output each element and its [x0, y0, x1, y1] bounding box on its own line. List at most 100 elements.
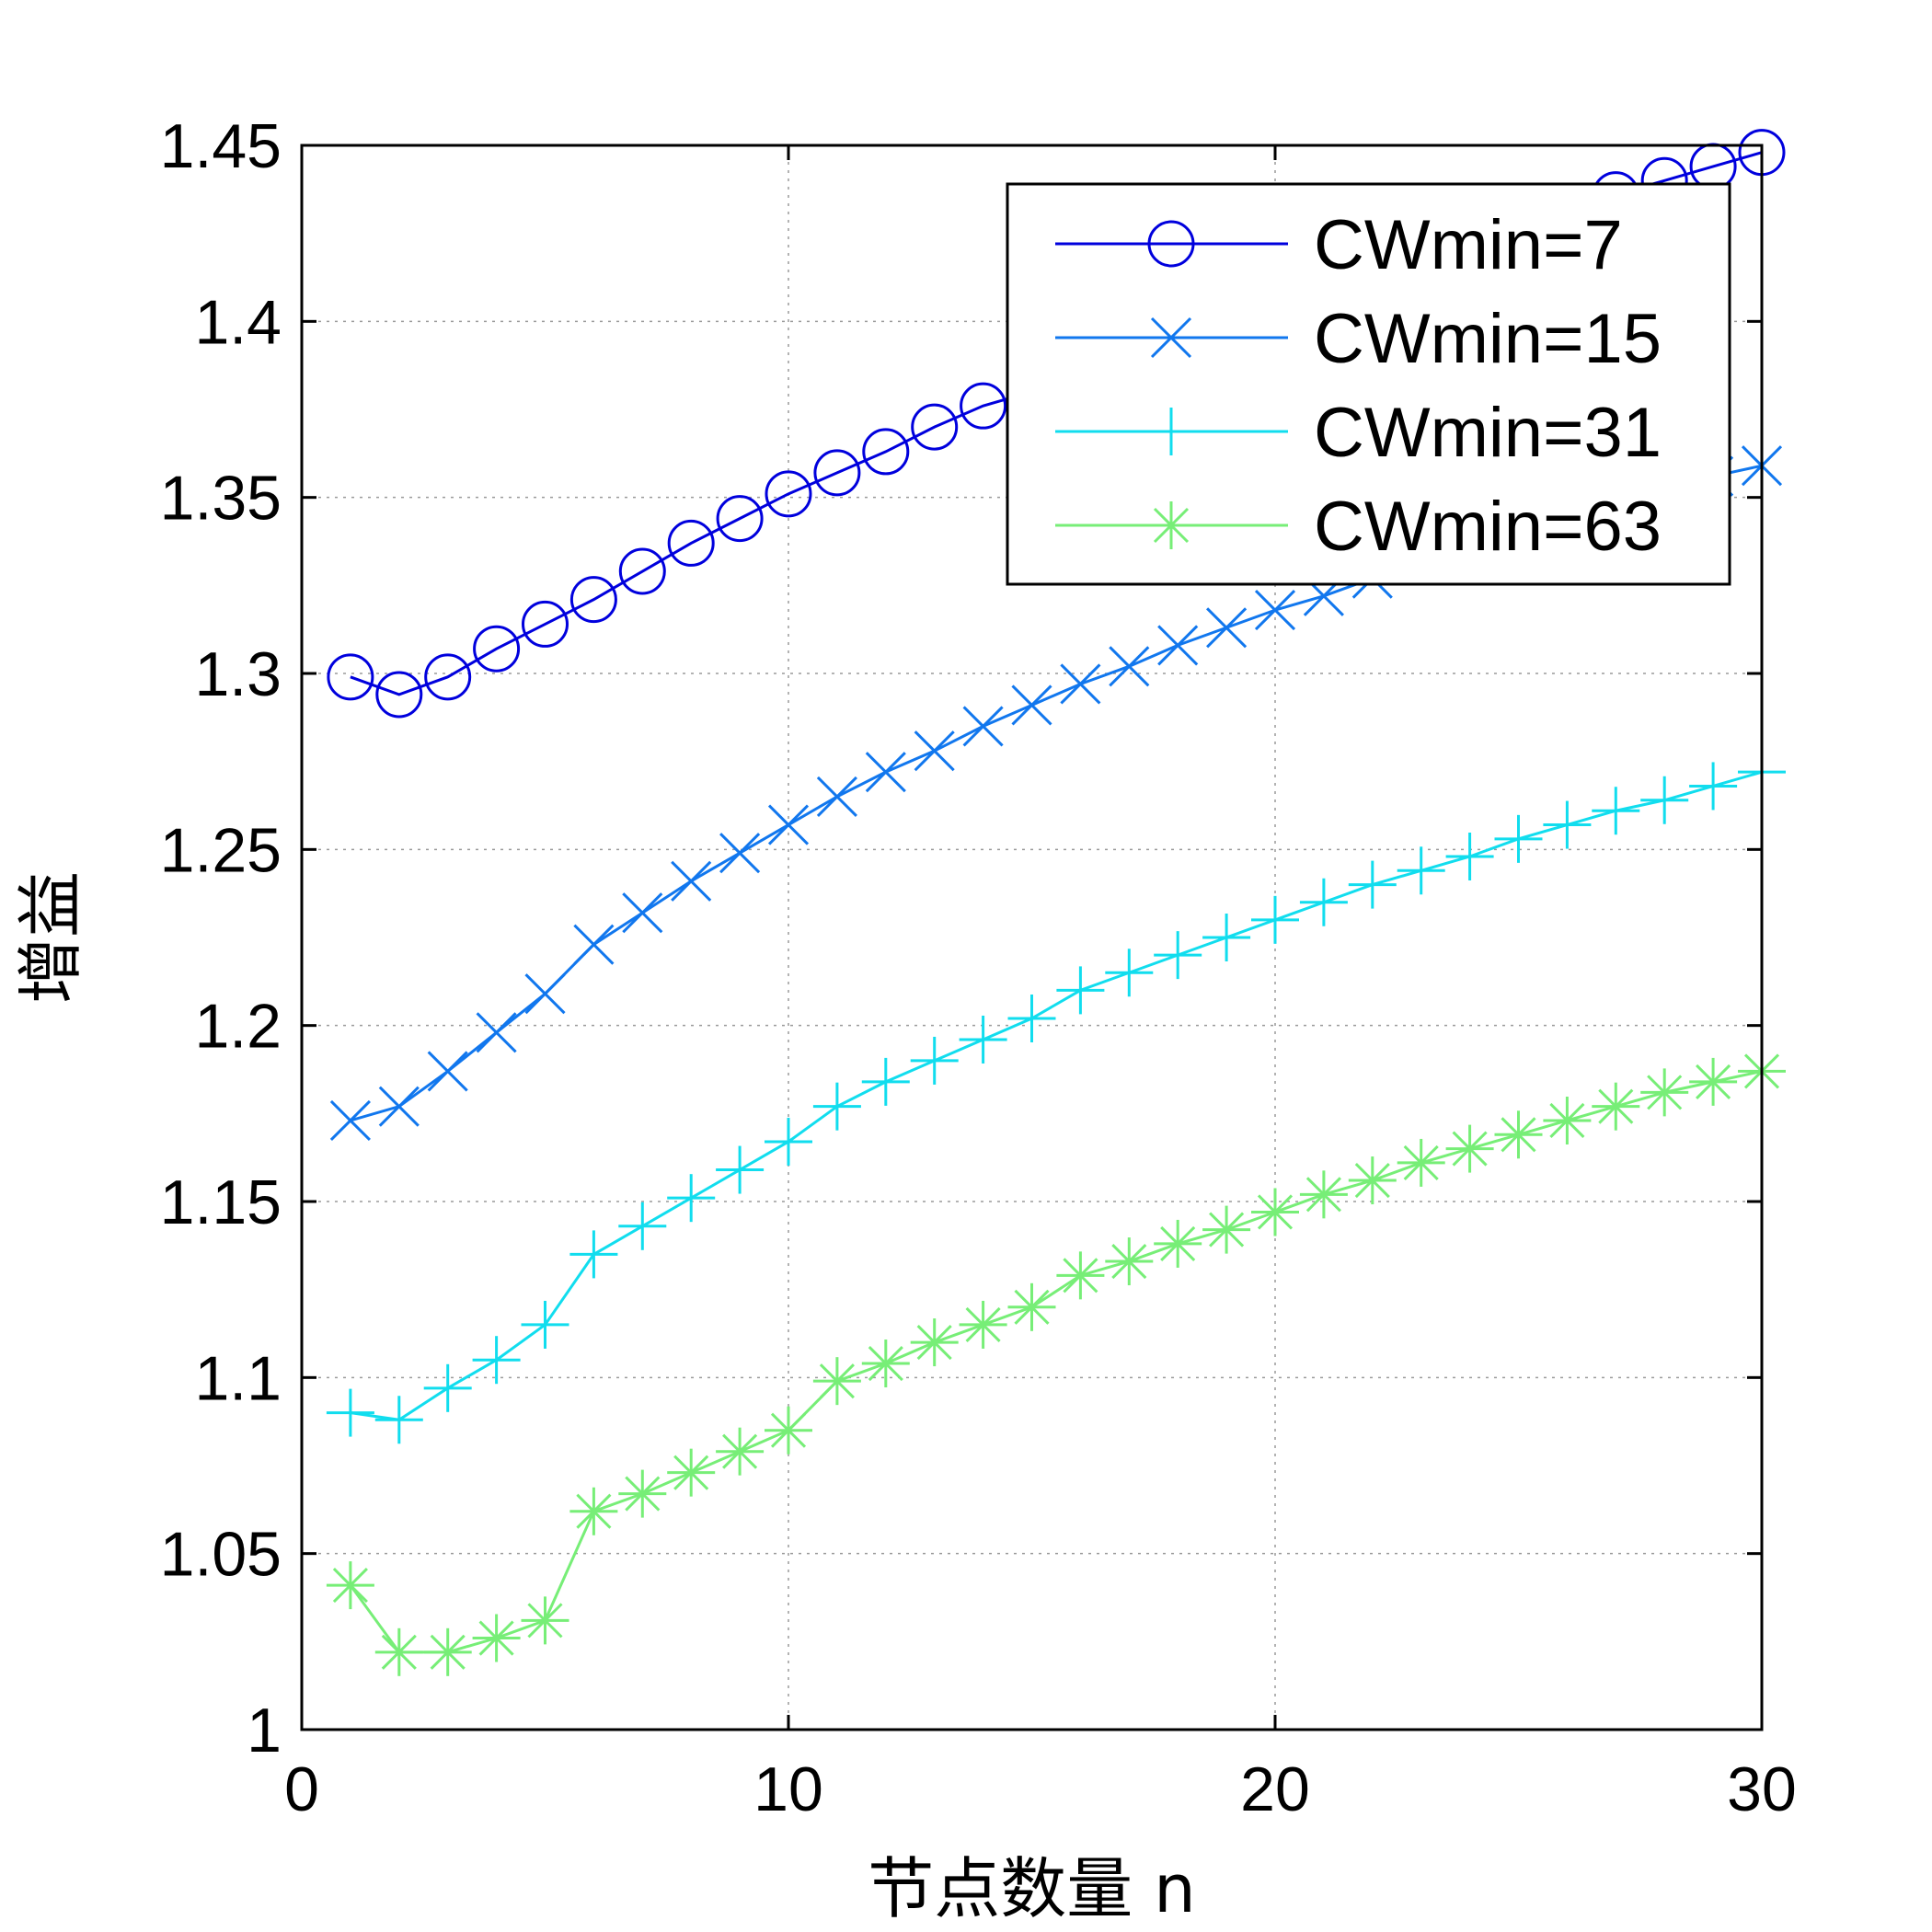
axis-ticks: 0 10 20 30 1 1.05 1.1 1.15 1.2 1.25 1.3 1.35 1.4 1.45	[160, 111, 1797, 1824]
data-point	[667, 519, 715, 567]
plot-area-frame	[300, 144, 1764, 1731]
x-axis-label: 节点数量 n	[868, 1850, 1196, 1927]
data-point	[521, 1300, 569, 1349]
data-point	[962, 706, 1004, 747]
legend-item: CWmin=7	[1055, 206, 1623, 284]
data-point	[861, 1057, 910, 1106]
data-point	[812, 1357, 861, 1406]
data-point	[1348, 1156, 1397, 1205]
data-point	[813, 449, 861, 497]
x-tick-label: 0	[284, 1754, 319, 1824]
x-tick-label: 10	[753, 1754, 823, 1824]
legend-item: CWmin=15	[1055, 300, 1662, 378]
y-tick-label: 1.2	[194, 992, 282, 1062]
x-tick-label: 20	[1240, 1754, 1310, 1824]
data-point	[423, 1363, 472, 1412]
data-point	[1206, 607, 1248, 649]
data-point	[374, 1627, 423, 1676]
data-point	[911, 403, 959, 451]
y-tick-label: 1.35	[160, 464, 282, 534]
data-point	[1254, 590, 1296, 631]
y-tick-label: 1.3	[194, 639, 282, 709]
data-point	[862, 428, 910, 476]
data-point	[326, 1561, 374, 1610]
data-point	[1494, 1110, 1543, 1159]
data-point	[765, 470, 812, 518]
legend-item: CWmin=31	[1055, 394, 1662, 472]
data-point	[618, 547, 666, 595]
data-point	[1445, 1124, 1494, 1173]
data-point	[960, 382, 1007, 430]
data-point	[765, 1117, 812, 1166]
series-3	[326, 748, 1786, 1444]
data-point	[521, 1596, 569, 1645]
data-point	[910, 1318, 959, 1367]
data-point	[472, 1614, 521, 1662]
data-point	[1007, 1282, 1056, 1331]
data-point	[524, 973, 566, 1015]
data-point	[424, 653, 472, 701]
legend-marker	[1147, 501, 1195, 549]
legend-label: CWmin=31	[1314, 394, 1662, 472]
legend-item: CWmin=63	[1055, 488, 1662, 566]
data-point	[1105, 1237, 1154, 1286]
data-point	[1202, 914, 1251, 961]
y-tick-label: 1.15	[160, 1167, 282, 1237]
data-point	[767, 804, 810, 845]
data-point	[1299, 878, 1348, 926]
data-point	[1299, 1170, 1348, 1219]
legend-box	[1006, 182, 1731, 586]
series-line	[349, 1069, 1763, 1654]
data-point	[326, 1388, 374, 1437]
data-point	[716, 495, 764, 543]
data-point	[1154, 931, 1202, 980]
data-point	[671, 860, 712, 902]
y-tick-label: 1.4	[194, 287, 282, 357]
data-point	[861, 1340, 910, 1388]
data-point	[473, 625, 521, 673]
series-4	[326, 1047, 1786, 1676]
data-point	[618, 1469, 667, 1518]
y-tick-label: 1.25	[160, 815, 282, 885]
legend-label: CWmin=63	[1314, 488, 1662, 566]
data-point	[1007, 995, 1056, 1043]
data-point	[959, 1015, 1007, 1064]
data-point	[1689, 762, 1738, 811]
data-point	[375, 671, 423, 719]
legend-marker	[1147, 408, 1195, 455]
series-line	[350, 770, 1763, 1421]
data-point	[816, 776, 857, 817]
data-point	[1640, 776, 1689, 824]
data-point	[1105, 949, 1154, 997]
data-point	[569, 576, 617, 624]
data-point	[1060, 663, 1101, 705]
data-point	[959, 1300, 1007, 1349]
data-point	[472, 1336, 521, 1385]
data-point	[1494, 814, 1543, 863]
data-point	[569, 1230, 618, 1279]
data-point	[812, 1082, 861, 1131]
legend-marker	[1150, 316, 1192, 359]
x-tick-label: 30	[1727, 1754, 1797, 1824]
legend: CWmin=7 CWmin=15 CWmin=31 CWmin=63	[1006, 182, 1731, 586]
y-tick-label: 1.45	[160, 111, 282, 181]
data-point	[1543, 800, 1592, 849]
data-point	[1689, 1057, 1738, 1106]
y-tick-label: 1	[247, 1696, 282, 1765]
data-point	[569, 1487, 618, 1535]
data-point	[716, 1427, 765, 1476]
data-point	[1348, 860, 1397, 909]
data-point	[1445, 832, 1494, 880]
data-point	[1543, 1096, 1592, 1144]
data-point	[522, 600, 569, 648]
y-tick-label: 1.1	[194, 1343, 282, 1413]
data-point	[423, 1627, 472, 1676]
data-point	[865, 752, 906, 793]
data-point	[1397, 846, 1445, 895]
data-point	[1397, 1138, 1445, 1187]
data-point	[1202, 1205, 1251, 1254]
data-point	[667, 1448, 716, 1497]
data-point	[427, 1051, 468, 1092]
data-point	[1056, 966, 1105, 1015]
data-point	[1157, 625, 1199, 666]
